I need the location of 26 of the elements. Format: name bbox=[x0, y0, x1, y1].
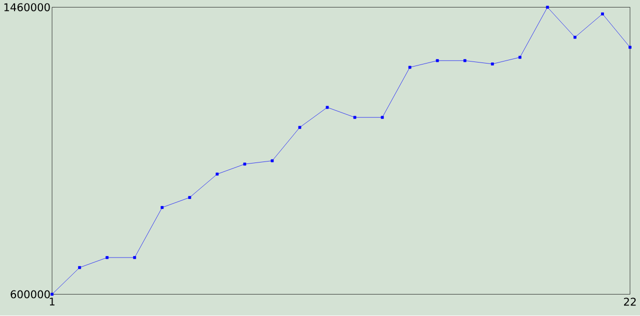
point bbox=[408, 66, 412, 69]
point bbox=[546, 6, 549, 9]
point bbox=[436, 59, 439, 62]
point bbox=[490, 62, 494, 66]
point bbox=[106, 256, 109, 260]
point bbox=[216, 172, 219, 176]
point bbox=[353, 116, 356, 120]
point bbox=[628, 46, 632, 49]
point bbox=[50, 293, 54, 296]
point bbox=[601, 12, 604, 16]
point bbox=[243, 162, 246, 166]
x-tick-label: 1 bbox=[50, 298, 54, 306]
point bbox=[78, 266, 82, 270]
point bbox=[270, 160, 274, 162]
point bbox=[160, 206, 164, 210]
point bbox=[298, 126, 302, 130]
y-tick-label: 1460000 bbox=[4, 3, 50, 12]
x-tick-label: 22 bbox=[624, 298, 636, 306]
point bbox=[463, 59, 466, 62]
point bbox=[380, 116, 384, 120]
point bbox=[326, 106, 329, 110]
point bbox=[574, 36, 576, 39]
point bbox=[518, 56, 522, 59]
y-tick-label: 600000 bbox=[10, 290, 50, 299]
point bbox=[133, 256, 136, 260]
point bbox=[188, 196, 192, 200]
